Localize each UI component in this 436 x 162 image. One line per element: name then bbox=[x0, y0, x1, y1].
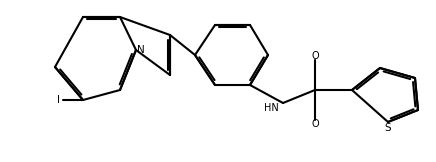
Text: I: I bbox=[57, 95, 59, 105]
Text: HN: HN bbox=[264, 103, 279, 113]
Text: S: S bbox=[385, 123, 392, 133]
Text: O: O bbox=[311, 51, 319, 61]
Text: O: O bbox=[311, 119, 319, 129]
Text: N: N bbox=[137, 45, 145, 55]
